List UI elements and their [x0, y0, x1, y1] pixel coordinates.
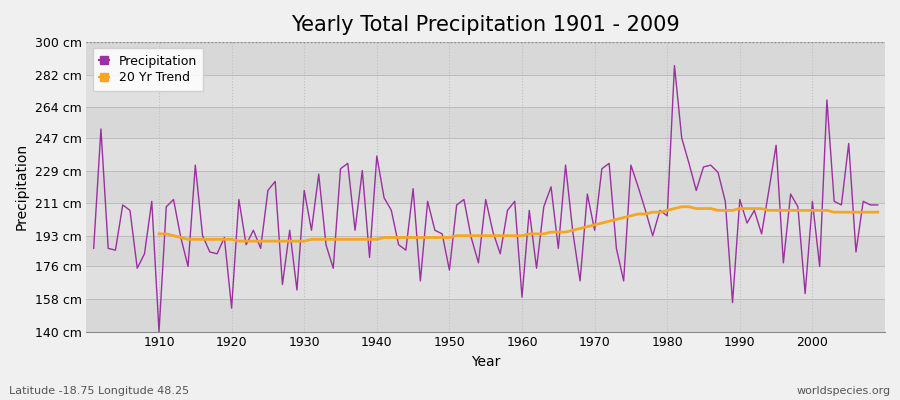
20 Yr Trend: [299, 239, 310, 244]
Precipitation: [357, 168, 368, 173]
Precipitation: [88, 246, 99, 251]
Bar: [86, 75, 885, 107]
X-axis label: Year: Year: [471, 355, 500, 369]
Bar: [86, 236, 885, 266]
20 Yr Trend: [676, 204, 687, 209]
20 Yr Trend: [850, 210, 861, 214]
Precipitation: [147, 199, 158, 204]
20 Yr Trend: [233, 239, 244, 244]
Bar: [86, 299, 885, 332]
Precipitation: [669, 63, 680, 68]
20 Yr Trend: [872, 210, 883, 214]
Line: Precipitation: Precipitation: [94, 66, 878, 332]
Bar: [86, 266, 885, 299]
Precipitation: [524, 208, 535, 213]
Legend: Precipitation, 20 Yr Trend: Precipitation, 20 Yr Trend: [93, 48, 203, 91]
Precipitation: [872, 202, 883, 207]
Bar: [86, 107, 885, 138]
Bar: [86, 170, 885, 203]
Text: worldspecies.org: worldspecies.org: [796, 386, 891, 396]
Bar: [86, 42, 885, 75]
Line: 20 Yr Trend: 20 Yr Trend: [159, 207, 878, 241]
20 Yr Trend: [328, 237, 338, 242]
20 Yr Trend: [154, 232, 165, 236]
Bar: [86, 203, 885, 236]
Bar: [86, 138, 885, 170]
20 Yr Trend: [829, 210, 840, 214]
Title: Yearly Total Precipitation 1901 - 2009: Yearly Total Precipitation 1901 - 2009: [292, 15, 680, 35]
Precipitation: [313, 172, 324, 176]
Precipitation: [611, 246, 622, 251]
Y-axis label: Precipitation: Precipitation: [15, 143, 29, 230]
Text: Latitude -18.75 Longitude 48.25: Latitude -18.75 Longitude 48.25: [9, 386, 189, 396]
20 Yr Trend: [531, 232, 542, 236]
Precipitation: [517, 295, 527, 300]
20 Yr Trend: [590, 222, 600, 227]
Precipitation: [154, 329, 165, 334]
